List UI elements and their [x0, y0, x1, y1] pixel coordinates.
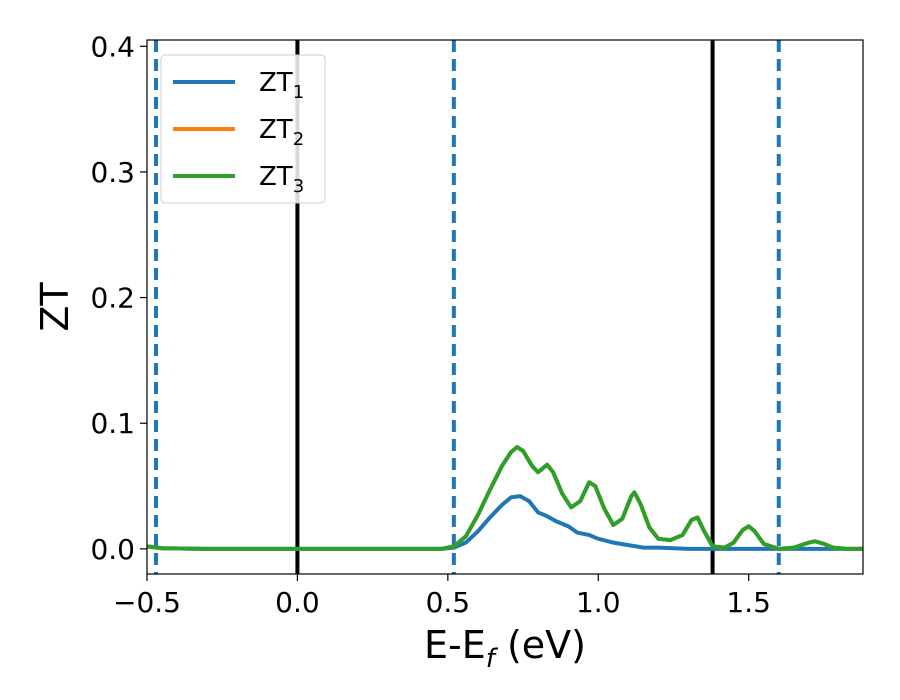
legend-label-subscript: 2 [293, 129, 304, 150]
series-line-zt3 [147, 445, 863, 551]
legend-box [160, 54, 326, 204]
y-tick-label: 0.0 [90, 533, 135, 566]
legend-label-subscript: 1 [293, 82, 304, 103]
legend-label-zt2: ZT2 [259, 115, 304, 150]
x-axis-label-unit: (eV) [495, 623, 586, 667]
legend-label-subscript: 3 [293, 176, 304, 197]
axes-frame [146, 39, 864, 575]
x-axis-label: E-Ef (eV) [424, 623, 586, 674]
y-tick-label: 0.1 [90, 407, 135, 440]
y-axis-label: ZT [33, 282, 77, 332]
x-tick-label: −0.5 [113, 586, 181, 619]
axes: −0.5 0.0 0.5 1.0 1.5 0.0 0.1 0.2 0.3 0.4 E-Ef (eV)… [33, 30, 864, 674]
x-tick-label: 1.0 [576, 586, 621, 619]
y-tick-label: 0.4 [90, 30, 135, 63]
legend-label-zt3: ZT3 [259, 162, 304, 197]
legend-label-main: ZT [259, 68, 293, 98]
x-tick-label: 0.0 [275, 586, 320, 619]
legend-label-zt1: ZT1 [259, 68, 304, 103]
legend-label-main: ZT [259, 115, 293, 145]
y-tick-label: 0.3 [90, 156, 135, 189]
x-axis-label-main: E-E [424, 623, 486, 667]
legend-label-main: ZT [259, 162, 293, 192]
y-tick-label: 0.2 [90, 282, 135, 315]
x-tick-label: 0.5 [426, 586, 471, 619]
x-tick-label: 1.5 [726, 586, 771, 619]
